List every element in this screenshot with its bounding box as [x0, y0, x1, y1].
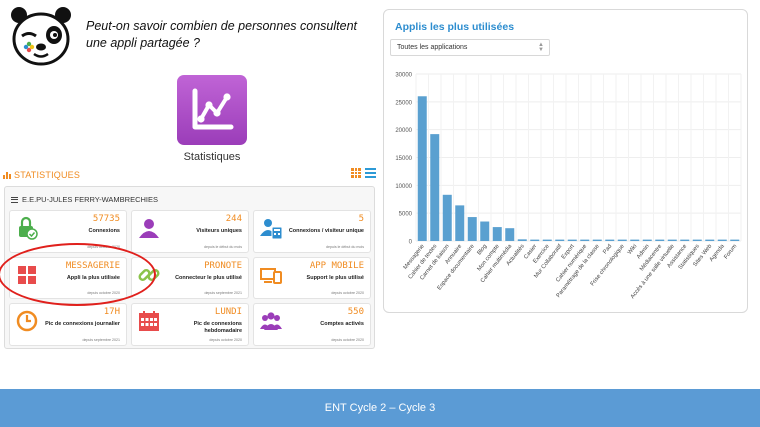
footer-text: ENT Cycle 2 – Cycle 3 — [324, 402, 436, 414]
bar[interactable] — [530, 239, 540, 241]
stat-value: LUNDI — [214, 307, 242, 318]
select-value: Toutes les applications — [397, 44, 468, 51]
y-tick-label: 30000 — [395, 73, 412, 79]
stat-label: Comptes activés — [320, 321, 364, 328]
x-tick-label: Pad — [602, 244, 613, 256]
stat-label: Pic de connexions journalier — [45, 321, 120, 328]
bar[interactable] — [717, 239, 727, 241]
line-chart-icon — [192, 88, 234, 130]
clock-icon — [16, 311, 38, 332]
stats-header: STATISTIQUES — [3, 170, 80, 180]
y-tick-label: 10000 — [395, 184, 412, 190]
stat-value: 17H — [103, 307, 120, 318]
bar[interactable] — [467, 217, 477, 241]
stat-tile-unique-visitors[interactable]: 244 Visiteurs uniques depuis le début du… — [131, 210, 249, 253]
menu-icon[interactable] — [11, 196, 18, 203]
bar[interactable] — [605, 239, 615, 241]
stat-label: Connexions — [88, 228, 120, 234]
bar[interactable] — [630, 239, 640, 241]
bar[interactable] — [642, 239, 652, 241]
bar[interactable] — [542, 239, 552, 241]
footer-bar: ENT Cycle 2 – Cycle 3 — [0, 389, 760, 427]
bar[interactable] — [430, 134, 440, 241]
view-switcher — [351, 168, 376, 178]
stat-label: Connexions / visiteur unique — [288, 228, 364, 234]
y-tick-label: 25000 — [395, 100, 412, 106]
bar[interactable] — [555, 239, 565, 241]
bar[interactable] — [505, 228, 515, 241]
bar[interactable] — [705, 239, 715, 241]
panda-logo-icon — [11, 7, 71, 66]
bar[interactable] — [667, 239, 677, 241]
y-tick-label: 15000 — [395, 156, 412, 162]
bar[interactable] — [730, 239, 740, 241]
stat-subtitle: depuis le début du mois — [204, 244, 242, 249]
bar[interactable] — [655, 239, 665, 241]
y-tick-label: 5000 — [399, 212, 413, 218]
question-text: Peut-on savoir combien de personnes cons… — [86, 19, 357, 50]
chart-title: Applis les plus utilisées — [395, 21, 515, 33]
group-icon — [260, 312, 282, 331]
stat-subtitle: depuis septembre 2021 — [82, 338, 120, 342]
list-view-icon[interactable] — [365, 168, 376, 178]
bar[interactable] — [517, 239, 527, 241]
grid-view-icon[interactable] — [351, 168, 361, 178]
user-icon — [139, 219, 159, 238]
stat-value: 550 — [347, 307, 364, 318]
y-tick-label: 0 — [409, 240, 413, 246]
stat-subtitle: depuis octobre 2020 — [331, 291, 364, 296]
x-tick-label: Forum — [723, 243, 738, 260]
school-header: E.E.PU-JULES FERRY-WAMBRECHIES — [11, 195, 158, 204]
user-calculator-icon — [260, 219, 283, 240]
calendar-icon — [139, 311, 159, 332]
bar[interactable] — [567, 239, 577, 241]
chart-panel: Applis les plus utilisées Toutes les app… — [383, 9, 748, 313]
statistics-app-button[interactable] — [177, 75, 247, 145]
select-caret-icon: ▲ ▼ — [538, 42, 544, 53]
stat-value: PRONOTE — [204, 260, 242, 271]
stat-tile-activated-accounts[interactable]: 550 Comptes activés depuis octobre 2020 — [253, 303, 371, 346]
stat-tile-connexions-per-visitor[interactable]: 5 Connexions / visiteur unique depuis le… — [253, 210, 371, 253]
highlight-ellipse — [0, 243, 156, 306]
stat-label: Pic de connexions hebdomadaire — [193, 321, 242, 334]
bar[interactable] — [617, 239, 627, 241]
bar[interactable] — [417, 96, 427, 241]
stat-value: 5 — [358, 214, 364, 224]
statistics-app-label: Statistiques — [183, 151, 241, 163]
stat-label: Connecteur le plus utilisé — [175, 274, 242, 281]
stat-value: 244 — [225, 214, 242, 224]
stat-subtitle: depuis septembre 2021 — [204, 291, 242, 296]
bar[interactable] — [592, 239, 602, 241]
devices-icon — [260, 267, 282, 284]
bar[interactable] — [580, 239, 590, 241]
stat-tile-daily-peak[interactable]: 17H Pic de connexions journalier depuis … — [9, 303, 127, 346]
bar[interactable] — [492, 227, 502, 241]
stats-title: STATISTIQUES — [14, 170, 81, 180]
stat-label: Support le plus utilisé — [306, 274, 364, 281]
bar-chart-icon — [3, 171, 11, 179]
stat-tile-most-used-support[interactable]: APP MOBILE Support le plus utilisé depui… — [253, 256, 371, 300]
x-tick-label: Blog — [476, 244, 488, 257]
stat-value: APP MOBILE — [309, 260, 364, 271]
stat-tile-weekly-peak[interactable]: LUNDI Pic de connexions hebdomadaire dep… — [131, 303, 249, 346]
bar-chart: 050001000015000200002500030000Messagerie… — [395, 73, 742, 300]
bar[interactable] — [480, 221, 490, 241]
bar[interactable] — [692, 239, 702, 241]
y-tick-label: 20000 — [395, 128, 412, 134]
bar[interactable] — [455, 205, 465, 241]
school-name: E.E.PU-JULES FERRY-WAMBRECHIES — [22, 195, 158, 204]
stat-value: 57735 — [92, 214, 120, 224]
stat-label: Visiteurs uniques — [196, 228, 242, 234]
application-select[interactable]: Toutes les applications ▲ ▼ — [390, 39, 550, 56]
x-tick-label: Wiki — [627, 244, 638, 256]
lock-check-icon — [19, 216, 38, 240]
bar[interactable] — [680, 239, 690, 241]
stat-subtitle: depuis octobre 2020 — [331, 338, 364, 342]
bar[interactable] — [442, 194, 452, 241]
stat-subtitle: depuis octobre 2020 — [209, 338, 242, 342]
stat-subtitle: depuis le début du mois — [326, 244, 364, 249]
